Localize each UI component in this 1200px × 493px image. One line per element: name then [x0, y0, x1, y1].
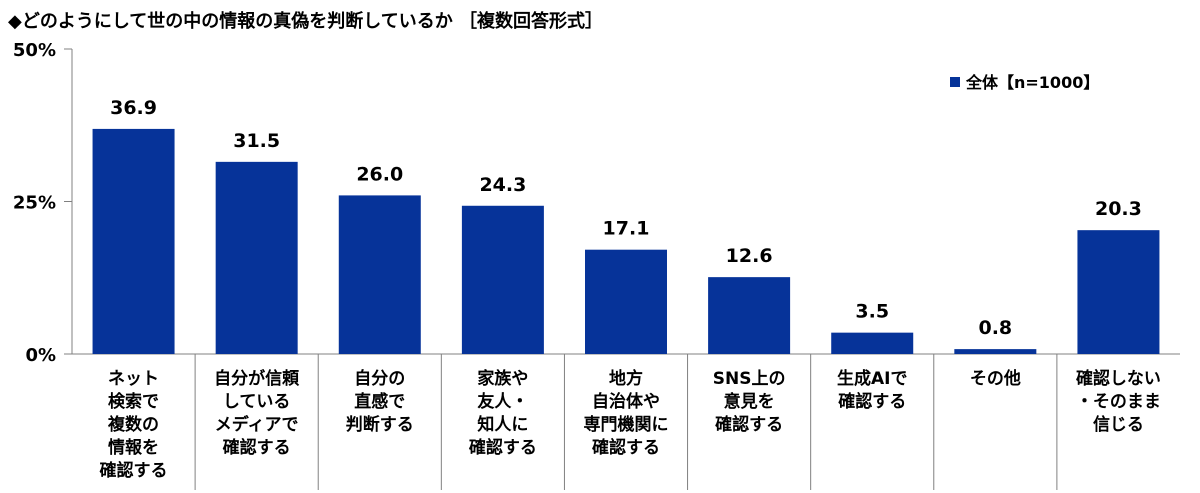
value-label: 26.0 [356, 163, 403, 185]
category-label-line: 確認する [715, 414, 783, 435]
category-label-line: 確認する [838, 391, 906, 412]
category-label-line: 自分が信頼 [214, 368, 300, 389]
category-label-line: 直感で [354, 391, 405, 412]
bar [215, 161, 298, 354]
category-label-line: メディアで [215, 414, 299, 435]
category-label-line: 友人・ [477, 391, 528, 412]
bar [92, 128, 175, 354]
category-label-line: 信じる [1093, 414, 1144, 435]
value-label: 36.9 [110, 97, 157, 119]
category-label-line: している [223, 392, 291, 412]
category-label-line: 専門機関に [584, 414, 669, 435]
value-label: 31.5 [233, 130, 280, 152]
category-label-line: 判断する [346, 414, 414, 435]
category-label-line: ネット [108, 369, 159, 389]
category-label-line: その他 [970, 368, 1021, 389]
bar [831, 332, 914, 354]
category-label-line: 確認する [469, 437, 537, 458]
value-label: 0.8 [978, 317, 1012, 339]
bar [338, 195, 421, 354]
bar [461, 205, 544, 354]
value-labels: 36.9 31.5 26.0 24.3 17.1 12.6 3.5 0.8 20.3 [110, 97, 1142, 339]
value-label: 17.1 [603, 218, 650, 240]
chart-title: ◆どのようにして世の中の情報の真偽を判断しているか ［複数回答形式］ [8, 10, 603, 32]
legend-swatch [950, 77, 960, 87]
category-label-line: 意見を [724, 391, 775, 412]
bars [92, 128, 1160, 354]
category-label-line: 確認する [592, 437, 660, 458]
legend-label: 全体【n=1000】 [965, 73, 1099, 92]
category-label-line: 自分の [354, 368, 405, 389]
bar [954, 349, 1037, 354]
category-label-line: 知人に [476, 414, 528, 435]
value-label: 20.3 [1095, 198, 1142, 220]
category-label-line: 確認する [100, 460, 168, 481]
bar [1077, 230, 1160, 354]
y-tick-label: 50% [13, 40, 56, 61]
y-tick-label: 0% [25, 345, 56, 366]
bar [708, 277, 791, 354]
category-label-line: 検索で [108, 391, 159, 412]
category-label-line: 家族や [477, 368, 528, 389]
category-labels: ネット検索で複数の情報を確認する自分が信頼しているメディアで確認する自分の直感で… [100, 354, 1161, 490]
category-label-line: 確認しない [1076, 368, 1161, 389]
category-label-line: 地方 [609, 368, 643, 389]
value-label: 24.3 [479, 174, 526, 196]
value-label: 3.5 [855, 301, 889, 323]
category-label-line: SNS上の [713, 369, 786, 389]
bar [585, 249, 667, 354]
category-label-line: 確認する [223, 437, 291, 458]
category-label-line: 複数の [107, 414, 159, 435]
category-label-line: 自治体や [592, 391, 660, 412]
category-label-line: 生成AIで [837, 368, 907, 389]
value-label: 12.6 [726, 245, 773, 267]
legend: 全体【n=1000】 [950, 73, 1099, 92]
category-label-line: ・そのまま [1076, 392, 1161, 412]
category-label-line: 情報を [108, 437, 159, 458]
y-tick-label: 25% [13, 193, 56, 214]
